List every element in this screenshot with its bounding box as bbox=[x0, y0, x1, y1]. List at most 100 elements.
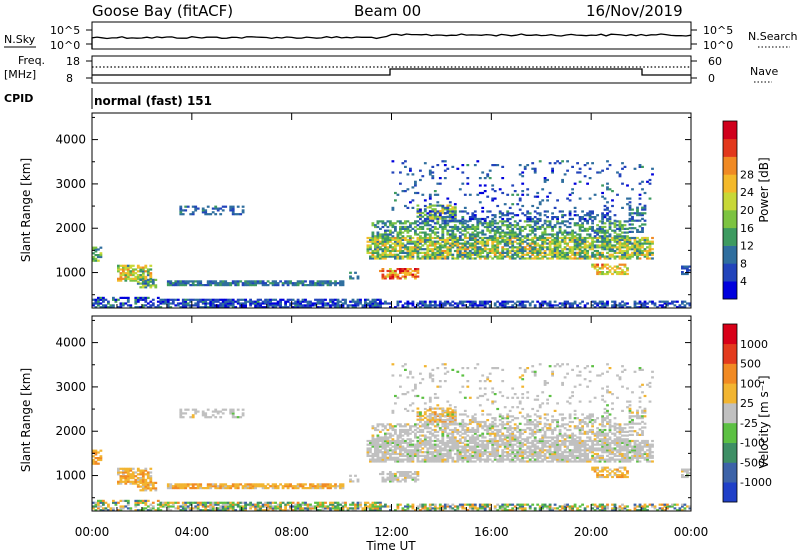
power-cell bbox=[344, 299, 347, 301]
power-cell bbox=[417, 244, 420, 246]
power-cell bbox=[616, 266, 619, 268]
power-cell bbox=[394, 248, 397, 250]
velocity-cell bbox=[414, 451, 417, 453]
velocity-cell bbox=[219, 507, 222, 509]
power-cell bbox=[481, 301, 484, 303]
velocity-cell bbox=[464, 457, 467, 459]
velocity-cell bbox=[149, 481, 152, 483]
power-cell bbox=[297, 284, 300, 286]
power-cell bbox=[214, 213, 217, 215]
power-cell bbox=[192, 299, 195, 301]
power-cell bbox=[561, 216, 564, 218]
power-cell bbox=[471, 233, 474, 235]
velocity-cell bbox=[444, 446, 447, 448]
velocity-cell bbox=[426, 440, 429, 442]
power-cell bbox=[464, 248, 467, 250]
power-cell bbox=[629, 257, 632, 259]
power-cell bbox=[569, 194, 572, 196]
power-cell bbox=[494, 302, 497, 304]
power-cell bbox=[566, 243, 569, 245]
power-cell bbox=[651, 257, 654, 259]
velocity-cell bbox=[134, 471, 137, 473]
velocity-cell bbox=[247, 487, 250, 489]
velocity-cell bbox=[97, 457, 100, 459]
power-cell bbox=[649, 183, 652, 185]
power-cell bbox=[606, 301, 609, 303]
power-cell bbox=[379, 246, 382, 248]
power-cell bbox=[621, 228, 624, 230]
power-cell bbox=[431, 232, 434, 234]
power-cell bbox=[644, 237, 647, 239]
power-cell bbox=[471, 304, 474, 306]
velocity-cell bbox=[97, 451, 100, 453]
velocity-cell bbox=[429, 460, 432, 462]
power-cell bbox=[521, 243, 524, 245]
velocity-cell bbox=[134, 475, 137, 477]
velocity-cell bbox=[142, 500, 145, 502]
power-cell bbox=[599, 241, 602, 243]
velocity-cell bbox=[474, 457, 477, 459]
velocity-cell bbox=[377, 447, 380, 449]
power-cell bbox=[631, 209, 634, 211]
power-cell bbox=[679, 304, 682, 306]
power-cell bbox=[649, 243, 652, 245]
power-cell bbox=[397, 276, 400, 278]
power-cell bbox=[629, 231, 632, 233]
power-cell bbox=[489, 222, 492, 224]
power-cell bbox=[272, 280, 275, 282]
power-cell bbox=[227, 304, 230, 306]
power-cell bbox=[287, 280, 290, 282]
velocity-cell bbox=[471, 457, 474, 459]
power-cell bbox=[646, 257, 649, 259]
power-cell bbox=[434, 222, 437, 224]
power-cell bbox=[604, 248, 607, 250]
power-cell bbox=[436, 304, 439, 306]
power-cell bbox=[429, 218, 432, 220]
velocity-cell bbox=[149, 477, 152, 479]
power-cell bbox=[536, 218, 539, 220]
power-cell bbox=[212, 301, 215, 303]
velocity-cell bbox=[154, 487, 157, 489]
velocity-cell bbox=[194, 411, 197, 413]
power-cell bbox=[641, 254, 644, 256]
velocity-cell bbox=[379, 457, 382, 459]
power-cell bbox=[571, 233, 574, 235]
power-cell bbox=[272, 284, 275, 286]
power-cell bbox=[372, 257, 375, 259]
velocity-cell bbox=[392, 449, 395, 451]
velocity-cell bbox=[217, 487, 220, 489]
power-cell bbox=[402, 239, 405, 241]
power-cell bbox=[149, 272, 152, 274]
colorbar-tick-label: 20 bbox=[740, 204, 754, 217]
power-cell bbox=[509, 246, 512, 248]
power-cell bbox=[414, 243, 417, 245]
power-cell bbox=[604, 226, 607, 228]
velocity-cell bbox=[369, 440, 372, 442]
velocity-cell bbox=[314, 487, 317, 489]
power-cell bbox=[629, 218, 632, 220]
power-cell bbox=[569, 239, 572, 241]
velocity-cell bbox=[581, 504, 584, 506]
velocity-cell bbox=[279, 502, 282, 504]
power-cell bbox=[464, 254, 467, 256]
power-cell bbox=[421, 301, 424, 303]
velocity-cell bbox=[681, 504, 684, 506]
power-cell bbox=[414, 276, 417, 278]
power-cell bbox=[619, 248, 622, 250]
velocity-cell bbox=[189, 502, 192, 504]
power-cell bbox=[444, 257, 447, 259]
power-cell bbox=[479, 243, 482, 245]
power-cell bbox=[624, 266, 627, 268]
power-cell bbox=[481, 192, 484, 194]
velocity-cell bbox=[232, 416, 235, 418]
power-cell bbox=[549, 224, 552, 226]
power-cell bbox=[144, 283, 147, 285]
power-cell bbox=[431, 301, 434, 303]
velocity-cell bbox=[354, 504, 357, 506]
power-cell bbox=[127, 272, 130, 274]
power-cell bbox=[531, 246, 534, 248]
power-cell bbox=[177, 302, 180, 304]
power-cell bbox=[686, 302, 689, 304]
power-cell bbox=[641, 231, 644, 233]
power-cell bbox=[434, 248, 437, 250]
